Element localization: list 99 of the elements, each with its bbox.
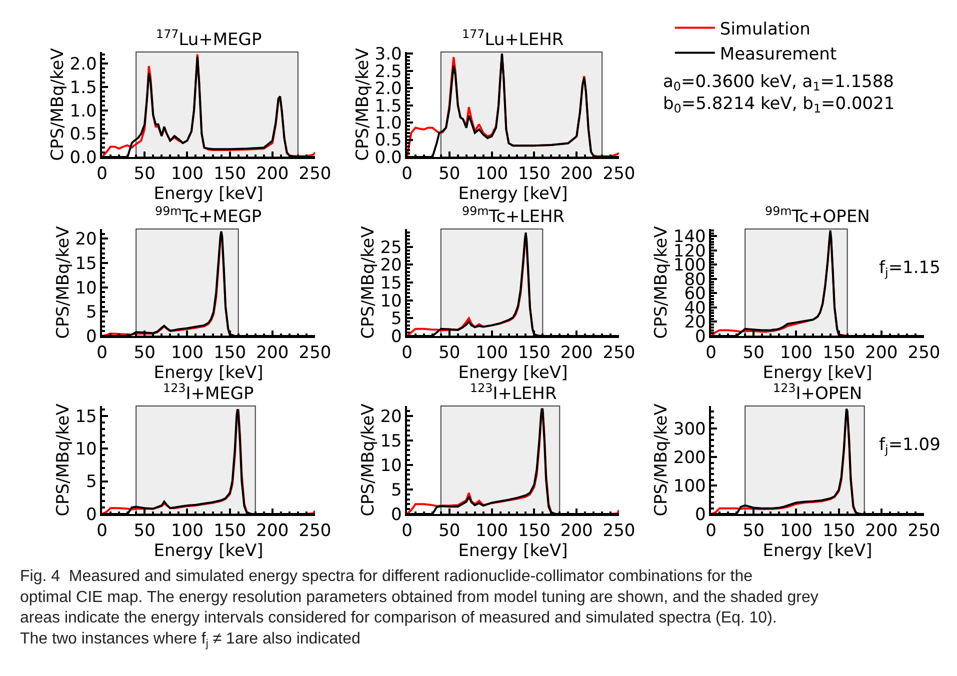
y-tick-label: 20	[380, 256, 402, 276]
x-axis-title: Energy [keV]	[458, 541, 568, 562]
y-tick-label: 15	[380, 431, 402, 452]
y-tick-label: 10	[75, 440, 97, 460]
x-tick-label: 150	[518, 164, 550, 184]
legend-label: Measurement	[720, 44, 837, 64]
x-axis-title: Energy [keV]	[458, 363, 568, 384]
annotation: f$_{j}$=1.09	[879, 435, 940, 457]
chart-title: $^{99m}$Tc+OPEN	[765, 204, 870, 228]
x-tick-label: 100	[170, 343, 204, 364]
annotation: f$_{j}$=1.15	[879, 258, 940, 280]
y-tick-label: 20	[75, 230, 97, 250]
x-tick-label: 150	[214, 164, 246, 184]
x-tick-label: 200	[560, 343, 593, 364]
x-axis-title: Energy [keV]	[762, 363, 872, 384]
y-tick-label: 1.0	[70, 101, 97, 122]
y-tick-label: 10	[75, 278, 97, 298]
x-tick-label: 200	[256, 343, 289, 364]
chart-title: $^{177}$Lu+MEGP	[156, 27, 262, 50]
x-tick-label: 250	[298, 521, 332, 542]
y-tick-label: 0.5	[70, 124, 97, 145]
x-tick-label: 50	[438, 164, 460, 184]
y-tick-label: 20	[380, 406, 402, 427]
x-tick-label: 150	[822, 521, 856, 542]
x-tick-label: 50	[134, 343, 156, 364]
y-tick-label: 0	[391, 326, 402, 347]
x-tick-label: 250	[908, 343, 940, 364]
x-tick-label: 250	[602, 343, 636, 364]
y-tick-label: 15	[75, 406, 97, 427]
x-tick-label: 200	[560, 521, 593, 542]
y-axis-title: CPS/MBq/keV	[358, 403, 378, 516]
y-tick-label: 5	[86, 472, 97, 492]
x-tick-label: 100	[780, 343, 812, 364]
y-tick-label: 300	[673, 420, 706, 440]
chart-title: $^{123}$I+LEHR	[470, 381, 557, 404]
x-tick-label: 150	[214, 343, 246, 364]
x-tick-label: 150	[822, 343, 856, 364]
y-tick-label: 15	[380, 273, 402, 294]
x-tick-label: 250	[298, 343, 332, 364]
x-tick-label: 150	[214, 521, 246, 542]
x-axis-title: Energy [keV]	[154, 541, 264, 562]
y-tick-label: 0	[86, 326, 97, 347]
y-tick-label: 1.5	[70, 78, 97, 98]
x-tick-label: 50	[742, 343, 764, 364]
caption: Fig. 4 Measured and simulated energy spectra for different radionuclide-collimator combinations for the optimal CIE map. The energy resolution parameters obtained from model tuning are shown, and the shaded grey areas indicate the energy intervals considered for comparison of measured and simulated spectra (Eq. 10). The two instances where f$_{j}$ ≠ 1are also indicated	[20, 568, 818, 650]
y-tick-label: 0	[86, 504, 97, 525]
x-tick-label: 150	[518, 343, 550, 364]
x-tick-label: 50	[134, 521, 156, 542]
x-tick-label: 50	[438, 343, 460, 364]
x-tick-label: 250	[602, 521, 636, 542]
y-axis-title: CPS/MBq/keV	[651, 403, 672, 516]
y-axis-title: CPS/MBq/keV	[352, 48, 373, 161]
x-tick-label: 100	[170, 521, 204, 542]
chart-title: $^{123}$I+MEGP	[163, 381, 254, 404]
y-axis-title: CPS/MBq/keV	[53, 226, 74, 339]
x-tick-label: 200	[256, 521, 289, 542]
x-tick-label: 250	[602, 164, 636, 184]
chart-title: $^{99m}$Tc+LEHR	[462, 204, 565, 228]
y-tick-label: 100	[673, 476, 706, 497]
x-tick-label: 200	[865, 521, 898, 542]
y-tick-label: 5	[391, 309, 402, 330]
y-tick-label: 5	[86, 302, 97, 323]
y-axis-title: CPS/MBq/keV	[53, 403, 74, 516]
x-tick-label: 100	[780, 521, 812, 542]
x-tick-label: 50	[438, 521, 460, 542]
x-tick-label: 100	[170, 164, 204, 184]
x-tick-label: 100	[476, 343, 508, 364]
y-tick-label: 10	[380, 291, 402, 312]
y-tick-label: 0.0	[70, 148, 97, 168]
x-tick-label: 200	[865, 343, 898, 364]
chart-title: $^{177}$Lu+LEHR	[462, 27, 564, 50]
chart-title: $^{123}$I+OPEN	[773, 381, 862, 404]
x-axis-title: Energy [keV]	[154, 363, 264, 384]
x-tick-label: 150	[518, 521, 550, 542]
x-tick-label: 100	[476, 164, 508, 184]
y-tick-label: 0	[695, 504, 706, 525]
chart-title: $^{99m}$Tc+MEGP	[155, 204, 262, 228]
x-axis-title: Energy [keV]	[458, 184, 568, 204]
x-tick-label: 250	[908, 521, 940, 542]
x-tick-label: 200	[560, 164, 593, 184]
legend-label: Simulation	[720, 19, 810, 40]
x-tick-label: 250	[298, 164, 332, 184]
y-axis-title: CPS/MBq/keV	[651, 226, 672, 339]
y-tick-label: 25	[380, 238, 402, 258]
y-tick-label: 0	[391, 504, 402, 525]
y-axis-title: CPS/MBq/keV	[48, 48, 68, 161]
y-tick-label: 2.0	[70, 54, 97, 75]
text: a$_{0}$=0.3600 keV, a$_{1}$=1.1588 b$_{0}$=5.8214 keV, b$_{1}$=0.0021	[663, 72, 895, 116]
x-tick-label: 100	[476, 521, 508, 542]
x-tick-label: 200	[256, 164, 289, 184]
x-tick-label: 50	[742, 521, 764, 542]
x-axis-title: Energy [keV]	[762, 541, 872, 562]
y-tick-label: 10	[380, 456, 402, 476]
y-tick-label: 15	[75, 254, 97, 274]
y-tick-label: 5	[391, 480, 402, 500]
x-tick-label: 50	[134, 164, 156, 184]
x-axis-title: Energy [keV]	[154, 184, 264, 204]
y-axis-title: CPS/MBq/keV	[358, 226, 378, 339]
y-tick-label: 200	[673, 448, 706, 468]
